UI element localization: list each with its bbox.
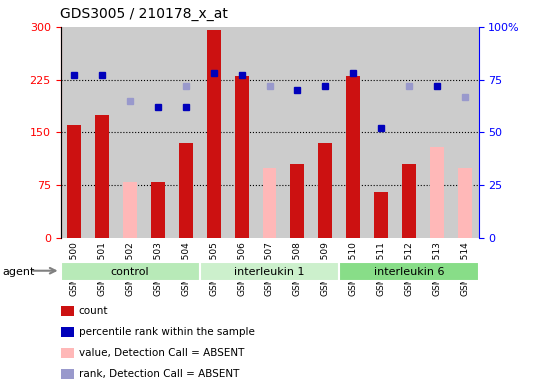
Text: control: control bbox=[111, 266, 150, 277]
Bar bbox=[374, 192, 388, 238]
Bar bbox=[402, 164, 416, 238]
Bar bbox=[200, 262, 339, 281]
Bar bbox=[151, 182, 165, 238]
Bar bbox=[262, 168, 277, 238]
Bar bbox=[123, 182, 137, 238]
Bar bbox=[318, 143, 332, 238]
Bar bbox=[430, 147, 444, 238]
Text: value, Detection Call = ABSENT: value, Detection Call = ABSENT bbox=[79, 348, 244, 358]
Text: rank, Detection Call = ABSENT: rank, Detection Call = ABSENT bbox=[79, 369, 239, 379]
Bar bbox=[207, 30, 221, 238]
Text: interleukin 6: interleukin 6 bbox=[373, 266, 444, 277]
Bar bbox=[346, 76, 360, 238]
Text: agent: agent bbox=[3, 267, 35, 277]
Text: GDS3005 / 210178_x_at: GDS3005 / 210178_x_at bbox=[60, 7, 228, 21]
Bar bbox=[339, 262, 478, 281]
Bar bbox=[458, 168, 471, 238]
Bar bbox=[60, 262, 200, 281]
Bar bbox=[68, 126, 81, 238]
Bar bbox=[95, 115, 109, 238]
Bar bbox=[290, 164, 304, 238]
Text: percentile rank within the sample: percentile rank within the sample bbox=[79, 327, 255, 337]
Bar bbox=[235, 76, 249, 238]
Text: interleukin 1: interleukin 1 bbox=[234, 266, 305, 277]
Bar bbox=[179, 143, 193, 238]
Text: count: count bbox=[79, 306, 108, 316]
